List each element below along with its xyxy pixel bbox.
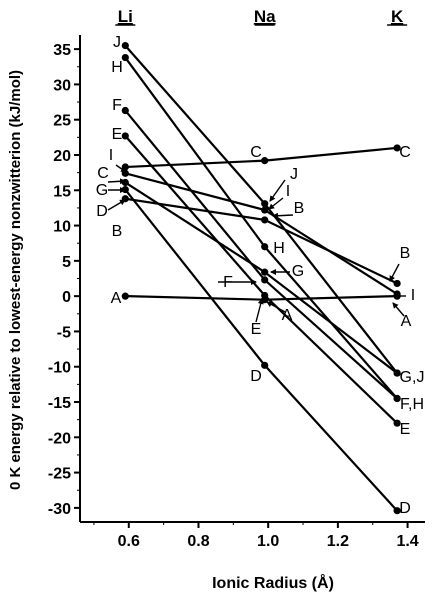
point-f-na xyxy=(261,276,269,284)
point-f-li xyxy=(121,106,129,115)
y-tick-label: -15 xyxy=(48,395,71,412)
point-e-na xyxy=(261,291,269,300)
x-tick-label: 0.8 xyxy=(187,533,209,550)
point-label-j: J xyxy=(113,34,121,51)
point-label-h: H xyxy=(273,240,285,257)
y-tick-label: -5 xyxy=(57,324,71,341)
point-j-li xyxy=(121,41,129,50)
y-tick-label: 5 xyxy=(62,254,71,271)
y-tick-label: -20 xyxy=(48,430,71,447)
point-label-f: F xyxy=(112,97,122,114)
point-a-li xyxy=(121,292,129,300)
point-c-na xyxy=(261,157,269,165)
point-label-c: C xyxy=(250,144,262,161)
point-label-j: J xyxy=(290,166,298,183)
point-label-f-h: F,H xyxy=(400,396,424,413)
point-e-li xyxy=(121,132,129,140)
y-tick-label: 30 xyxy=(53,77,71,94)
ion-label-li: Li xyxy=(118,7,133,26)
label-arrow xyxy=(268,197,284,210)
point-h-na xyxy=(261,243,269,251)
label-arrow xyxy=(266,301,286,313)
y-tick-label: 35 xyxy=(53,42,71,59)
y-tick-label: -30 xyxy=(48,501,71,518)
point-e-k xyxy=(393,419,401,427)
label-arrow xyxy=(272,212,294,219)
point-label-b: B xyxy=(294,200,305,217)
point-label-d: D xyxy=(96,203,108,220)
point-label-g-j: G,J xyxy=(400,369,425,386)
point-label-i: I xyxy=(286,183,290,200)
point-label-b: B xyxy=(400,245,411,262)
point-b-na xyxy=(261,216,269,224)
point-h-li xyxy=(121,53,129,62)
series-line-h xyxy=(124,56,398,400)
point-label-i: I xyxy=(411,287,415,304)
y-tick-label: -25 xyxy=(48,466,71,483)
point-d-k xyxy=(393,507,401,515)
point-label-e: E xyxy=(112,126,123,143)
point-b-k xyxy=(393,279,401,288)
y-tick-label: 0 xyxy=(62,289,71,306)
label-arrow xyxy=(115,164,127,173)
point-label-d: D xyxy=(250,368,262,385)
label-arrow xyxy=(392,302,405,317)
point-c-k xyxy=(393,144,401,152)
series-line-g xyxy=(124,181,398,374)
point-d-na xyxy=(261,361,269,369)
point-j-na xyxy=(261,200,269,208)
series-lines xyxy=(124,44,398,512)
x-tick-label: 1.0 xyxy=(257,533,279,550)
y-tick-label: 15 xyxy=(53,183,71,200)
point-label-b: B xyxy=(112,223,123,240)
point-label-h: H xyxy=(111,59,123,76)
point-label-c: C xyxy=(97,165,109,182)
point-label-i: I xyxy=(109,147,113,164)
x-tick-label: 0.6 xyxy=(118,533,140,550)
point-g-na xyxy=(261,268,269,276)
point-label-c: C xyxy=(399,144,411,161)
point-label-a: A xyxy=(282,307,293,324)
point-g-li xyxy=(121,178,129,187)
label-arrow xyxy=(107,178,126,185)
x-tick-label: 1.4 xyxy=(396,533,418,550)
y-tick-label: 10 xyxy=(53,219,71,236)
y-tick-label: -10 xyxy=(48,360,71,377)
point-label-g: G xyxy=(96,182,108,199)
label-arrow xyxy=(269,179,286,202)
y-tick-label: 20 xyxy=(53,148,71,165)
point-label-e: E xyxy=(400,421,411,438)
point-i-na xyxy=(261,206,269,214)
data-points xyxy=(121,41,401,515)
point-h-k xyxy=(393,394,401,403)
label-arrow xyxy=(255,298,264,323)
point-j-k xyxy=(393,369,401,377)
x-axis-title: Ionic Radius (Å) xyxy=(212,573,334,592)
ion-label-na: Na xyxy=(254,7,276,26)
point-label-a: A xyxy=(401,313,412,330)
point-label-g: G xyxy=(292,263,304,280)
y-axis-title: 0 K energy relative to lowest-energy non… xyxy=(7,70,24,490)
label-arrow xyxy=(107,199,126,211)
point-label-e: E xyxy=(251,321,262,338)
point-label-a: A xyxy=(111,290,122,307)
ion-label-k: K xyxy=(391,7,404,26)
axes: 35 30 25 20 15 10 5 0 -5 -10 -15 -20 -25 -30 0.6 0.8 1.0… xyxy=(48,7,425,550)
x-tick-label: 1.2 xyxy=(327,533,349,550)
label-arrow xyxy=(389,263,400,282)
point-label-d: D xyxy=(399,500,411,517)
y-tick-label: 25 xyxy=(53,113,71,130)
